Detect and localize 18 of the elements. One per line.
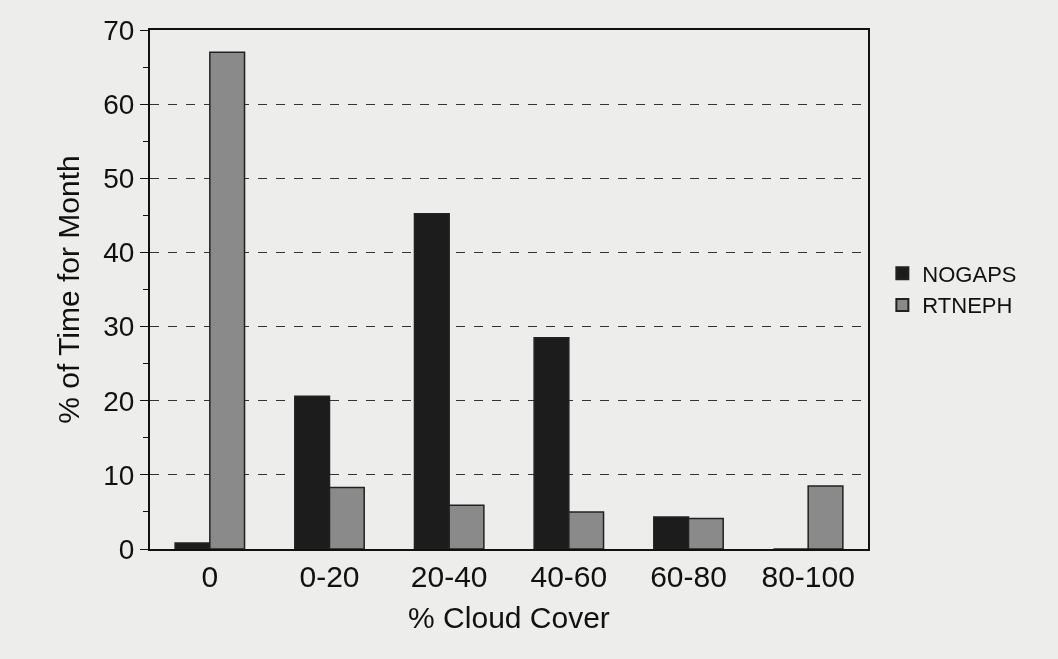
x-axis-title: % Cloud Cover [408, 601, 610, 634]
x-tick-label: 20-40 [410, 560, 488, 593]
legend-label: NOGAPS [922, 261, 1017, 287]
y-axis-title: % of Time for Month [51, 155, 85, 424]
y-tick-label: 50 [103, 163, 135, 195]
y-tick-label: 10 [103, 459, 135, 491]
y-tick-label: 40 [103, 237, 135, 269]
y-tick-label: 20 [103, 385, 135, 417]
x-tick-label: 40-60 [530, 560, 608, 593]
y-tick-label: 60 [103, 88, 135, 120]
x-tick-label: 60-80 [650, 560, 727, 593]
x-tick-label: 0-20 [299, 560, 360, 593]
y-tick-label: 70 [103, 14, 135, 46]
y-tick-label: 30 [103, 311, 135, 343]
x-tick-label: 80-100 [761, 560, 855, 593]
legend-label: RTNEPH [922, 293, 1013, 319]
x-tick-label: 0 [201, 560, 219, 593]
y-tick-label: 0 [118, 533, 135, 565]
